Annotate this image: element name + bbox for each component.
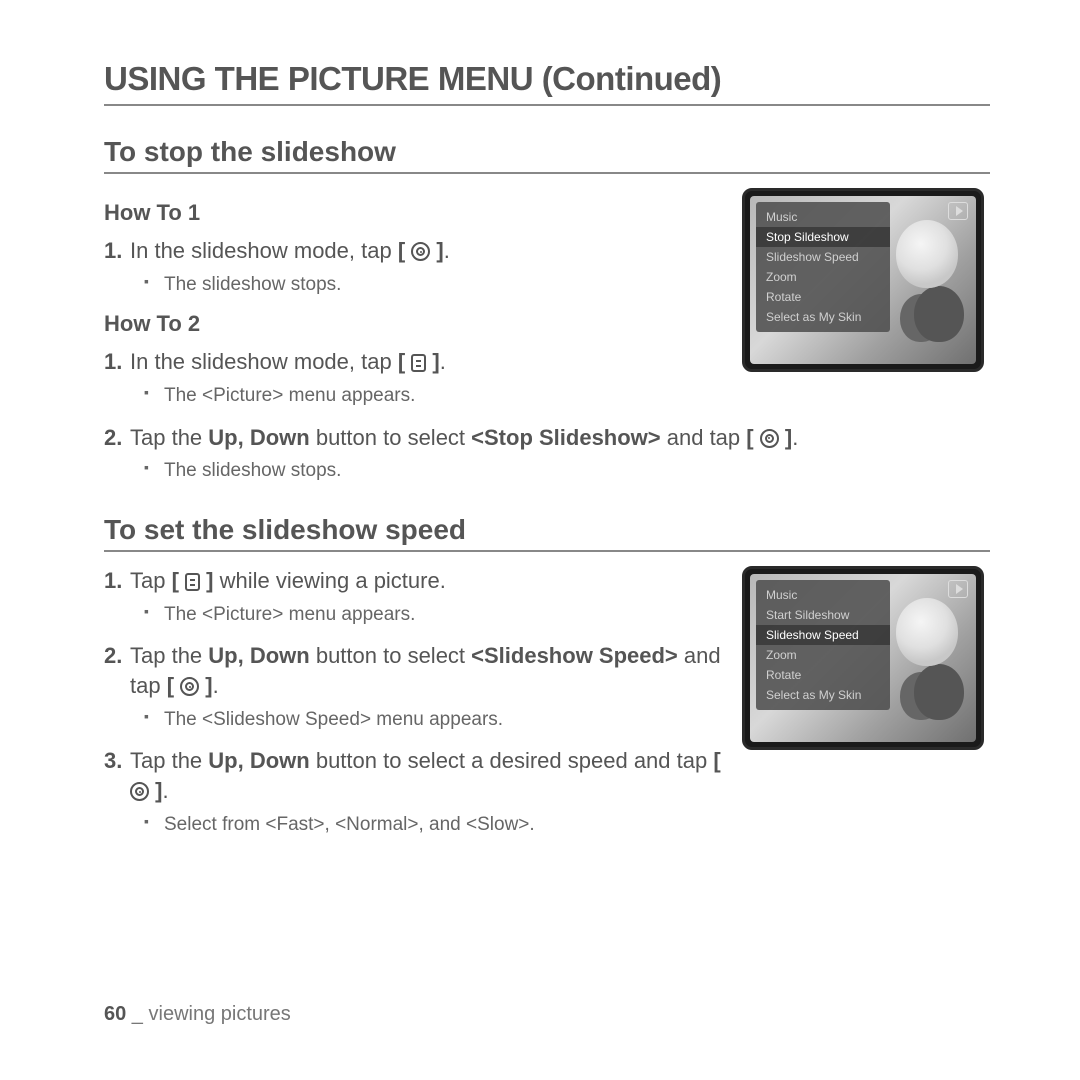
bullet-icon: ▪ (144, 272, 164, 298)
step-text-part: In the slideshow mode, tap (130, 349, 398, 374)
step-text-part: while viewing a picture. (214, 568, 446, 593)
step-text-part: button to select (310, 643, 471, 668)
device-mockup-2: MusicStart SildeshowSlideshow SpeedZoomR… (742, 566, 984, 750)
howto2-bullet1: ▪ The <Picture> menu appears. (144, 383, 722, 409)
device-screen: MusicStart SildeshowSlideshow SpeedZoomR… (750, 574, 976, 742)
picture-menu-overlay: MusicStop SildeshowSlideshow SpeedZoomRo… (756, 202, 890, 332)
step-text-part: . (213, 673, 219, 698)
step-number: 1. (104, 236, 130, 266)
step-number: 3. (104, 746, 130, 805)
s2-step3: 3. Tap the Up, Down button to select a d… (104, 746, 722, 805)
device-screen: MusicStop SildeshowSlideshow SpeedZoomRo… (750, 196, 976, 364)
footer-section: viewing pictures (149, 1003, 291, 1025)
howto2-step2: 2. Tap the Up, Down button to select <St… (104, 423, 990, 453)
menu-button-icon (185, 573, 200, 591)
menu-item: Rotate (756, 287, 890, 307)
section-slideshow-speed-title: To set the slideshow speed (104, 514, 990, 552)
menu-item: Rotate (756, 665, 890, 685)
s2-step1: 1. Tap [ ] while viewing a picture. (104, 566, 722, 596)
menu-button-icon (411, 354, 426, 372)
step-text-bold: Up, Down (208, 643, 309, 668)
page-footer: 60 _ viewing pictures (104, 1003, 291, 1026)
picture-menu-overlay: MusicStart SildeshowSlideshow SpeedZoomR… (756, 580, 890, 710)
bullet-text: The slideshow stops. (164, 458, 341, 484)
howto2-label: How To 2 (104, 311, 722, 337)
bullet-text: The <Picture> menu appears. (164, 383, 415, 409)
bullet-icon: ▪ (144, 707, 164, 733)
step-text-part: . (444, 238, 450, 263)
step-text-part: and tap (661, 425, 747, 450)
step-text-part: button to select (310, 425, 471, 450)
howto1-bullet1: ▪ The slideshow stops. (144, 272, 722, 298)
device-mockup-1: MusicStop SildeshowSlideshow SpeedZoomRo… (742, 188, 984, 372)
bullet-text: The slideshow stops. (164, 272, 341, 298)
howto2-bullet2: ▪ The slideshow stops. (144, 458, 990, 484)
bullet-icon: ▪ (144, 602, 164, 628)
menu-item: Music (756, 585, 890, 605)
menu-item: Slideshow Speed (756, 247, 890, 267)
menu-item: Select as My Skin (756, 685, 890, 705)
bullet-text: The <Slideshow Speed> menu appears. (164, 707, 503, 733)
s2-bullet1: ▪ The <Picture> menu appears. (144, 602, 722, 628)
s2-bullet2: ▪ The <Slideshow Speed> menu appears. (144, 707, 722, 733)
select-button-icon (760, 429, 779, 448)
step-text-part: Tap the (130, 643, 208, 668)
step-number: 1. (104, 347, 130, 377)
page-title: USING THE PICTURE MENU (Continued) (104, 60, 990, 106)
howto1-label: How To 1 (104, 200, 722, 226)
step-text-part: Tap the (130, 748, 208, 773)
step-text-part: Tap the (130, 425, 208, 450)
page-number: 60 (104, 1003, 126, 1025)
menu-item: Start Sildeshow (756, 605, 890, 625)
step-text-part: Tap (130, 568, 172, 593)
select-button-icon (130, 782, 149, 801)
step-text-part: In the slideshow mode, tap (130, 238, 398, 263)
menu-item: Zoom (756, 645, 890, 665)
step-text-part: . (792, 425, 798, 450)
bullet-text: The <Picture> menu appears. (164, 602, 415, 628)
step-text-bold: Up, Down (208, 748, 309, 773)
footer-sep: _ (126, 1003, 148, 1025)
step-text-part: button to select a desired speed and tap (310, 748, 714, 773)
step-text-bold: <Slideshow Speed> (471, 643, 678, 668)
menu-item: Zoom (756, 267, 890, 287)
play-icon (948, 580, 968, 598)
step-text-part: . (162, 778, 168, 803)
section-stop-slideshow-title: To stop the slideshow (104, 136, 990, 174)
select-button-icon (411, 242, 430, 261)
howto1-step1: 1. In the slideshow mode, tap [ ]. (104, 236, 722, 266)
s2-bullet3: ▪ Select from <Fast>, <Normal>, and <Slo… (144, 812, 722, 838)
step-text-bold: Up, Down (208, 425, 309, 450)
select-button-icon (180, 677, 199, 696)
menu-item: Select as My Skin (756, 307, 890, 327)
menu-item: Stop Sildeshow (756, 227, 890, 247)
menu-item: Music (756, 207, 890, 227)
s2-step2: 2. Tap the Up, Down button to select <Sl… (104, 641, 722, 700)
play-icon (948, 202, 968, 220)
bullet-icon: ▪ (144, 383, 164, 409)
howto2-step1: 1. In the slideshow mode, tap [ ]. (104, 347, 722, 377)
step-text-part: . (440, 349, 446, 374)
step-text-bold: <Stop Slideshow> (471, 425, 660, 450)
bullet-text: Select from <Fast>, <Normal>, and <Slow>… (164, 812, 535, 838)
menu-item: Slideshow Speed (756, 625, 890, 645)
bullet-icon: ▪ (144, 812, 164, 838)
step-number: 2. (104, 423, 130, 453)
step-number: 2. (104, 641, 130, 700)
bullet-icon: ▪ (144, 458, 164, 484)
step-number: 1. (104, 566, 130, 596)
